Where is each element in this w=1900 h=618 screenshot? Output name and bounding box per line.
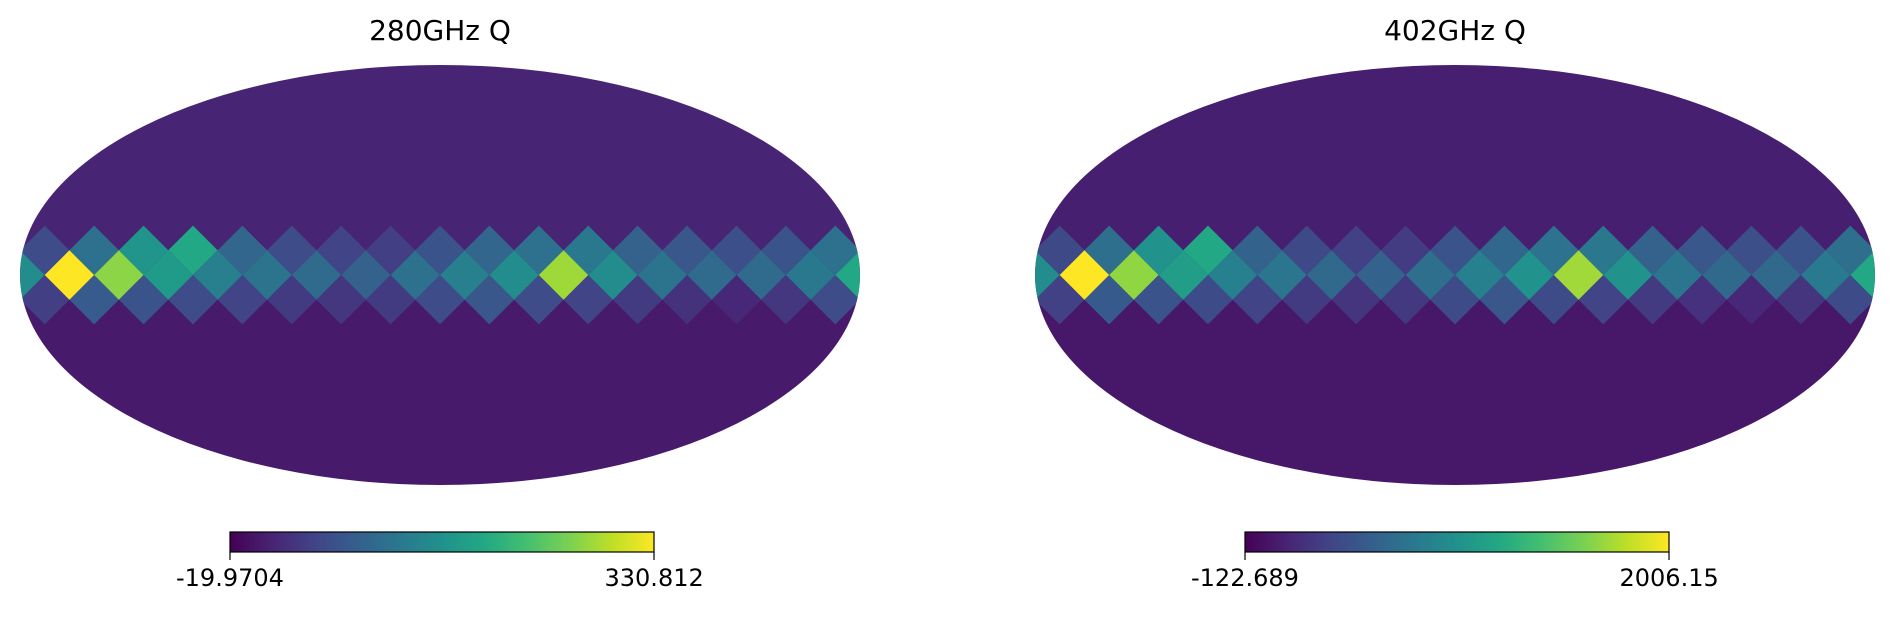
pixel-equator	[1306, 250, 1357, 300]
pixel-upper	[20, 225, 70, 275]
pixel-upper	[1430, 225, 1480, 275]
pixel-equator	[94, 250, 144, 300]
colorbar	[1244, 531, 1670, 553]
pixel-upper	[267, 225, 317, 275]
pixel-upper	[810, 225, 860, 275]
pixel-upper	[761, 225, 811, 275]
pixel-lower	[20, 275, 70, 325]
pixel-equator	[785, 250, 836, 300]
pixel-lower	[1825, 275, 1875, 325]
pixel-equator	[489, 250, 539, 300]
pixel-equator	[736, 250, 786, 300]
pixel-upper	[1133, 225, 1184, 275]
pixel-upper	[1627, 225, 1678, 275]
pixel-equator	[1603, 250, 1653, 300]
pixel-lower	[1479, 275, 1530, 325]
pixel-equator	[835, 250, 860, 300]
pixel-equator	[20, 250, 45, 300]
colorbar	[229, 531, 655, 553]
pixel-lower	[1380, 275, 1431, 325]
pixel-upper	[711, 225, 762, 275]
pixel-upper	[217, 225, 268, 275]
pixel-equator	[1207, 250, 1258, 300]
pixel-upper	[69, 225, 119, 275]
pixel-lower	[1627, 275, 1678, 325]
pixel-equator	[1800, 250, 1851, 300]
pixel-equator	[341, 250, 391, 300]
pixel-equator	[1652, 250, 1703, 300]
pixel-upper	[415, 225, 465, 275]
pixel-equator	[687, 250, 737, 300]
colorbar-min-label: -19.9704	[176, 564, 284, 592]
pixel-equator	[1553, 250, 1604, 300]
pixel-equator	[538, 250, 589, 300]
pixel-lower	[1875, 275, 1900, 324]
pixel-upper	[365, 225, 416, 275]
pixel-lower	[1529, 275, 1579, 325]
pixel-lower	[1183, 275, 1233, 325]
pixel-lower	[168, 275, 218, 325]
pixel-lower	[464, 275, 515, 325]
pixel-upper	[1726, 225, 1777, 275]
pixel-equator	[1504, 250, 1554, 300]
pixel-equator	[1059, 250, 1110, 300]
pixel-lower	[860, 275, 909, 324]
pixel-lower	[563, 275, 613, 325]
pixel-equator	[637, 250, 688, 300]
pixel-lower	[1677, 275, 1727, 325]
pixel-lower	[711, 275, 762, 325]
pixel-equator	[1850, 250, 1875, 300]
pixel-upper	[1084, 225, 1134, 275]
pixel-lower	[1776, 275, 1826, 325]
colorbar-min-label: -122.689	[1191, 564, 1299, 592]
pixel-upper	[1776, 225, 1826, 275]
pixel-lower	[662, 275, 712, 325]
pixel-upper	[1578, 225, 1628, 275]
pixel-equator	[440, 250, 490, 300]
pixel-lower	[1430, 275, 1480, 325]
pixel-equator	[1356, 250, 1406, 300]
pixel-lower	[1726, 275, 1777, 325]
pixel-lower	[810, 275, 860, 325]
map-title-280ghz: 280GHz Q	[369, 14, 511, 47]
pixel-upper	[1825, 225, 1875, 275]
map-title-402ghz: 402GHz Q	[1384, 14, 1526, 47]
pixel-upper	[1479, 225, 1530, 275]
pixel-equator	[44, 250, 95, 300]
pixel-equator	[291, 250, 342, 300]
pixel-upper	[464, 225, 515, 275]
pixel-upper	[1677, 225, 1727, 275]
pixel-upper	[612, 225, 663, 275]
pixel-upper	[1529, 225, 1579, 275]
pixel-lower	[1133, 275, 1184, 325]
pixel-upper	[514, 225, 564, 275]
pixel-upper	[662, 225, 712, 275]
pixel-upper	[563, 225, 613, 275]
pixel-lower	[514, 275, 564, 325]
pixel-equator	[242, 250, 292, 300]
pixel-upper	[1183, 225, 1233, 275]
pixel-upper	[860, 226, 909, 275]
pixel-equator	[1751, 250, 1801, 300]
pixel-upper	[118, 225, 169, 275]
pixel-equator	[143, 250, 193, 300]
pixel-equator	[1035, 250, 1060, 300]
pixel-upper	[1875, 226, 1900, 275]
pixel-equator	[390, 250, 440, 300]
pixel-equator	[192, 250, 243, 300]
colorbar-max-label: 2006.15	[1619, 564, 1719, 592]
pixel-upper	[168, 225, 218, 275]
pixel-lower	[1578, 275, 1628, 325]
colorbar-max-label: 330.812	[604, 564, 704, 592]
pixel-equator	[1702, 250, 1752, 300]
pixel-equator	[588, 250, 638, 300]
pixel-upper	[316, 225, 366, 275]
pixel-equator	[1257, 250, 1307, 300]
pixel-upper	[1380, 225, 1431, 275]
mollweide-map-280ghz	[20, 65, 909, 560]
mollweide-map-402ghz	[1035, 65, 1900, 560]
